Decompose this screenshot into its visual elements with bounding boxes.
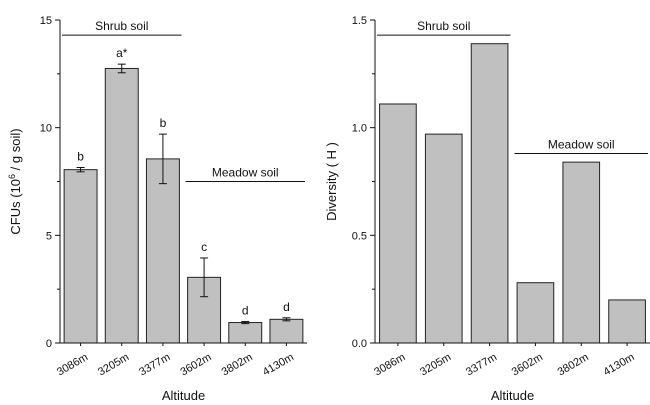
bar-3205m — [104, 67, 139, 344]
x-tick-label: 3377m — [137, 351, 172, 378]
group-label: Shrub soil — [95, 19, 148, 33]
x-tick-label: 3802m — [220, 351, 255, 378]
y-tick-label: 1.0 — [352, 123, 367, 135]
bar-3086m — [63, 169, 98, 344]
error-bar-4130m — [282, 317, 291, 322]
error-bar-3377m — [158, 133, 167, 185]
bar-4130m — [269, 318, 304, 344]
significance-label: b — [77, 150, 84, 164]
group-label: Meadow soil — [212, 166, 279, 180]
significance-label: a* — [116, 46, 128, 60]
x-tick-label: 3205m — [96, 351, 131, 378]
x-tick-label: 3205m — [418, 351, 453, 378]
x-axis-label: Altitude — [491, 388, 534, 403]
x-tick-label: 4130m — [261, 351, 296, 378]
x-tick-label: 3086m — [372, 351, 407, 378]
y-axis-label: Diversity ( H ) — [324, 142, 339, 221]
error-bar-3802m — [241, 320, 250, 325]
bar-3086m — [379, 103, 417, 344]
x-tick-label: 3086m — [55, 351, 90, 378]
error-bar-3086m — [76, 167, 85, 173]
bar-3205m — [424, 133, 463, 344]
x-tick-label: 3602m — [510, 351, 545, 378]
bar-3377m — [470, 43, 509, 344]
x-tick-label: 3602m — [178, 351, 213, 378]
y-axis-label: CFUs (106 / g soil) — [7, 128, 23, 234]
y-tick-label: 0.0 — [352, 338, 367, 350]
y-tick-label: 0.5 — [352, 230, 367, 242]
error-bar-3602m — [200, 257, 209, 298]
y-tick-label: 5 — [46, 230, 52, 242]
diversity-chart: 0.0 0.5 1.0 1.5 3086m 3205m 3377m 3602m 3802m 413… — [324, 15, 650, 403]
cfu-chart: b a* b c d d 0 5 10 15 3086m 3205m 3377m 3602m 3802m 41… — [7, 15, 307, 403]
significance-label: b — [160, 116, 167, 130]
bar-3802m — [562, 161, 601, 344]
significance-label: d — [283, 300, 290, 314]
bar-3377m — [145, 158, 180, 344]
significance-label: d — [242, 303, 249, 317]
bar-3802m — [228, 322, 263, 344]
y-tick-label: 10 — [40, 123, 52, 135]
error-bar-3205m — [117, 63, 126, 74]
x-axis-label: Altitude — [162, 388, 205, 403]
x-tick-label: 3377m — [464, 351, 499, 378]
significance-label: c — [201, 240, 207, 254]
group-label: Meadow soil — [548, 138, 615, 152]
bar-3602m — [516, 282, 555, 344]
x-tick-label: 4130m — [601, 351, 636, 378]
y-tick-label: 0 — [46, 338, 52, 350]
x-tick-label: 3802m — [556, 351, 591, 378]
bar-4130m — [608, 299, 646, 344]
group-label: Shrub soil — [417, 19, 470, 33]
y-tick-label: 15 — [40, 15, 52, 27]
y-tick-label: 1.5 — [352, 15, 367, 27]
